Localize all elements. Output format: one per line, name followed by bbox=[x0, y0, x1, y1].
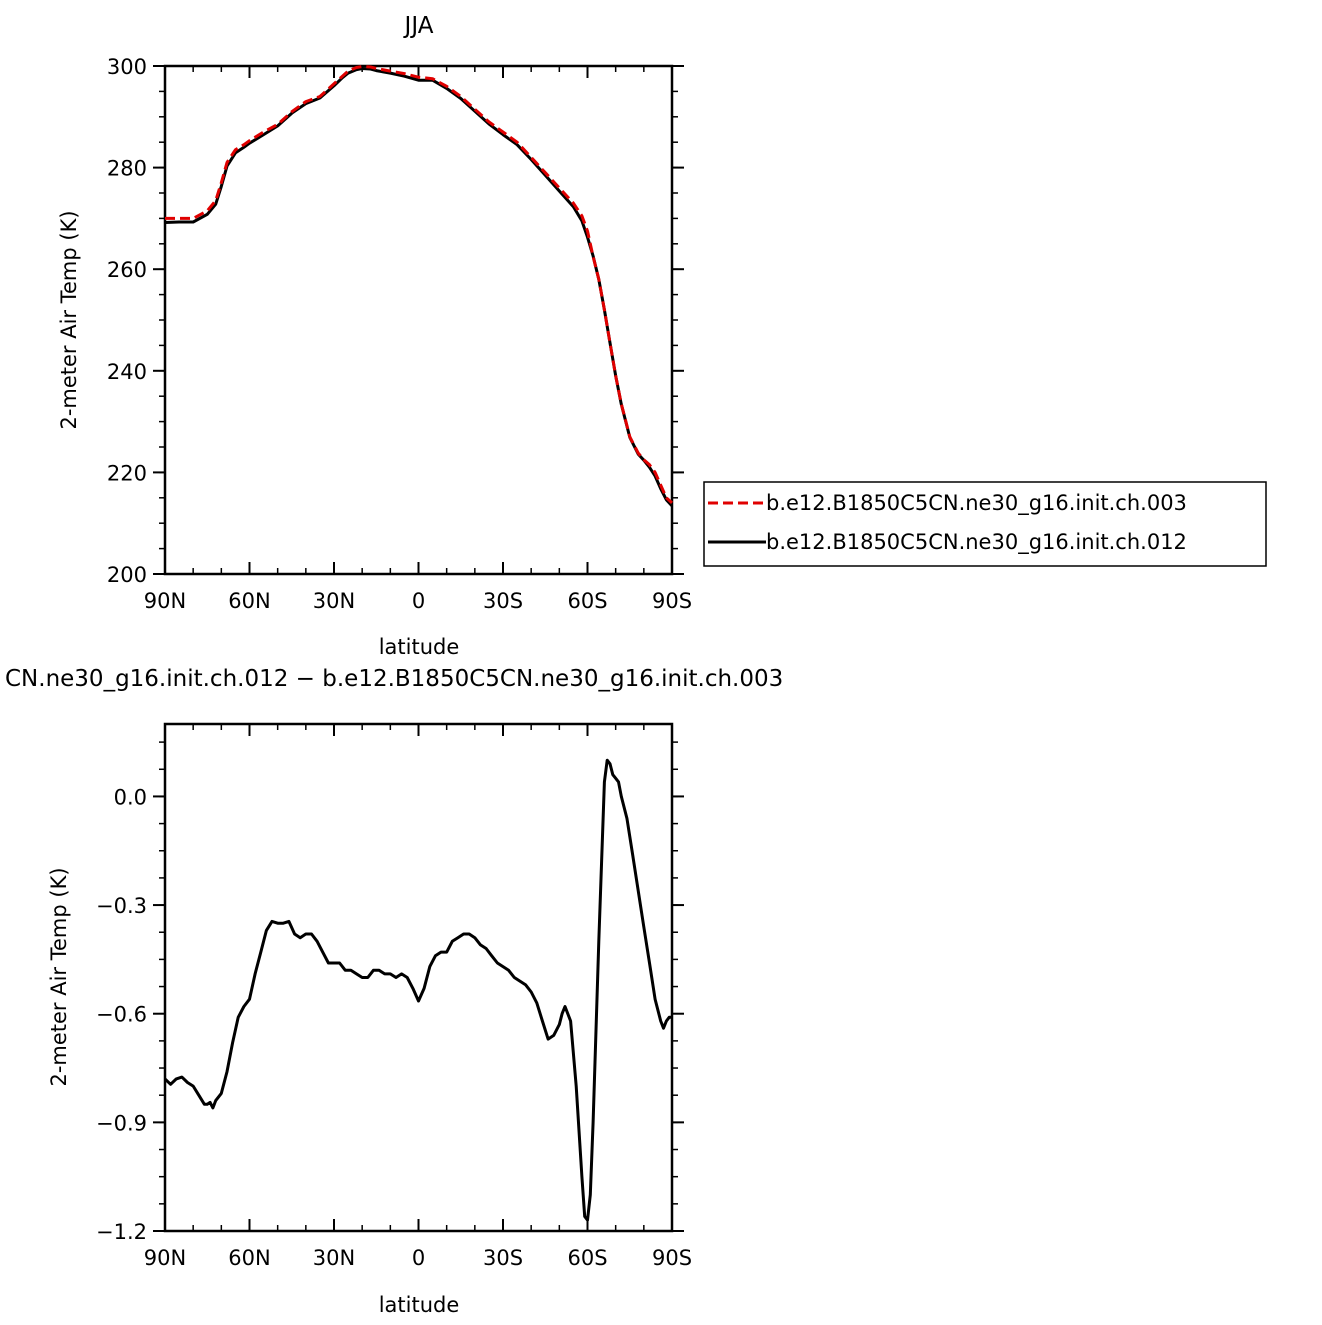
top-chart-xtick-label: 90N bbox=[144, 589, 186, 613]
top-chart-title: JJA bbox=[403, 13, 434, 39]
bottom-chart-xtick-label: 30S bbox=[483, 1246, 523, 1270]
legend-label-012: b.e12.B1850C5CN.ne30_g16.init.ch.012 bbox=[766, 530, 1187, 555]
top-chart-ytick-label: 220 bbox=[107, 461, 147, 485]
top-chart-frame bbox=[163, 64, 674, 576]
bottom-chart-xlabel: latitude bbox=[379, 1293, 460, 1317]
top-chart-xtick-label: 60S bbox=[567, 589, 607, 613]
bottom-chart-xtick-label: 60S bbox=[567, 1246, 607, 1270]
bottom-chart-xtick-label: 60N bbox=[228, 1246, 270, 1270]
bottom-chart: CN.ne30_g16.init.ch.012 − b.e12.B1850C5C… bbox=[5, 666, 783, 1317]
bottom-chart-ticks: 90N 60N 30N 0 30S 60S 90S 0.0 −0.3 −0.6 −0.9 −1.2 bbox=[96, 724, 692, 1270]
bottom-chart-ytick-label: 0.0 bbox=[114, 785, 147, 809]
top-chart-xtick-label: 60N bbox=[228, 589, 270, 613]
top-chart-xlabel: latitude bbox=[379, 635, 460, 659]
top-chart-xtick-label: 30S bbox=[483, 589, 523, 613]
bottom-chart-series-line-0 bbox=[163, 758, 672, 1222]
top-chart-ticks: 90N 60N 30N 0 30S 60S 90S 200 220 240 260 280 300 bbox=[107, 55, 692, 613]
top-chart-xtick-label: 90S bbox=[652, 589, 692, 613]
bottom-chart-frame bbox=[163, 722, 674, 1233]
legend-box bbox=[703, 481, 1267, 567]
top-chart-ytick-label: 300 bbox=[107, 55, 147, 79]
top-chart-ytick-label: 240 bbox=[107, 360, 147, 384]
top-chart-xtick-label: 0 bbox=[412, 589, 425, 613]
top-chart-xtick-label: 30N bbox=[313, 589, 355, 613]
legend-label-003: b.e12.B1850C5CN.ne30_g16.init.ch.003 bbox=[766, 491, 1187, 516]
bottom-chart-xtick-label: 0 bbox=[412, 1246, 425, 1270]
bottom-chart-ytick-label: −0.6 bbox=[96, 1003, 147, 1027]
bottom-chart-xtick-label: 90N bbox=[144, 1246, 186, 1270]
bottom-chart-xtick-label: 30N bbox=[313, 1246, 355, 1270]
top-chart-ytick-label: 280 bbox=[107, 157, 147, 181]
bottom-chart-title: CN.ne30_g16.init.ch.012 − b.e12.B1850C5C… bbox=[5, 666, 783, 692]
top-chart-series-line-0 bbox=[164, 67, 674, 507]
top-chart-lines bbox=[164, 65, 674, 507]
bottom-chart-ytick-label: −0.9 bbox=[96, 1111, 147, 1135]
bottom-chart-ytick-label: −0.3 bbox=[96, 894, 147, 918]
top-chart-ytick-label: 200 bbox=[107, 563, 147, 587]
top-chart-series-line-1 bbox=[165, 65, 674, 505]
bottom-chart-xtick-label: 90S bbox=[652, 1246, 692, 1270]
bottom-chart-ylabel: 2-meter Air Temp (K) bbox=[47, 867, 71, 1086]
bottom-chart-lines bbox=[163, 758, 672, 1222]
legend: b.e12.B1850C5CN.ne30_g16.init.ch.003 b.e… bbox=[703, 481, 1267, 567]
bottom-chart-ytick-label: −1.2 bbox=[96, 1220, 147, 1244]
top-chart-ylabel: 2-meter Air Temp (K) bbox=[57, 210, 81, 429]
top-chart: JJA 90N 60N 30N 0 30S 60S 90S 200 220 240 260 280 30… bbox=[57, 13, 692, 659]
top-chart-ytick-label: 260 bbox=[107, 258, 147, 282]
